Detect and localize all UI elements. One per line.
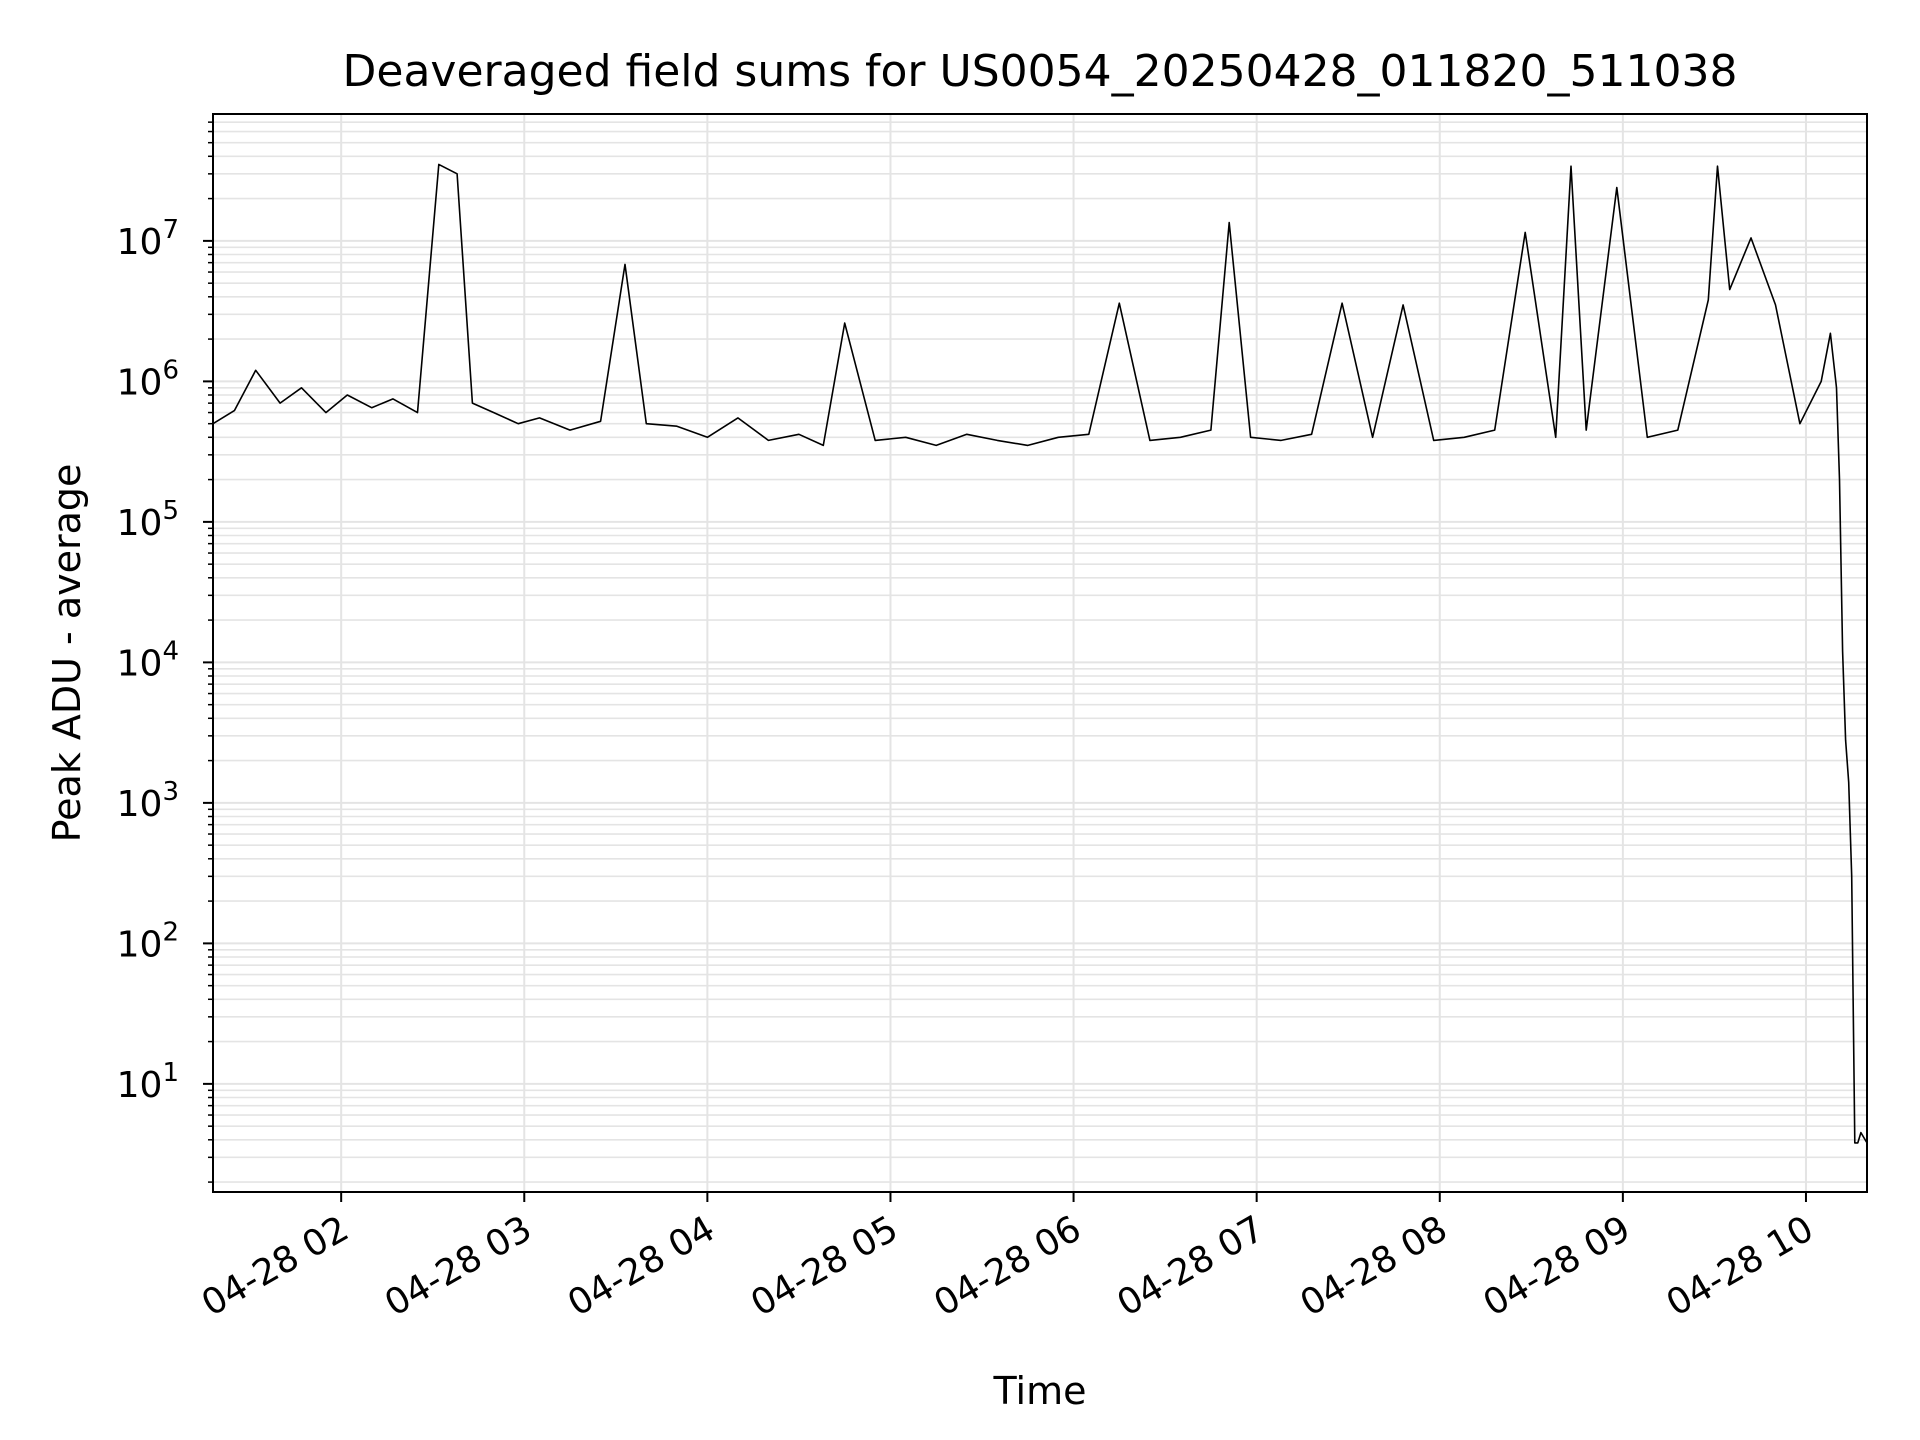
y-tick-label: 102	[117, 917, 179, 965]
y-tick-label: 103	[117, 777, 179, 825]
y-tick-label: 107	[117, 215, 179, 263]
y-axis-label: Peak ADU - average	[45, 464, 89, 843]
chart-title: Deaveraged field sums for US0054_2025042…	[343, 46, 1738, 97]
x-axis-label: Time	[993, 1369, 1087, 1413]
data-series	[212, 163, 1868, 1144]
y-tick-label: 105	[117, 496, 179, 544]
grid	[213, 114, 1867, 1192]
y-tick-label: 106	[117, 355, 179, 403]
y-tick-label: 104	[117, 636, 179, 684]
y-tick-label: 101	[117, 1058, 179, 1106]
y-axis-ticks: 101 102 103 104 105 106 107	[117, 121, 213, 1183]
plot-frame	[212, 113, 1868, 1193]
series-line	[212, 163, 1868, 1144]
